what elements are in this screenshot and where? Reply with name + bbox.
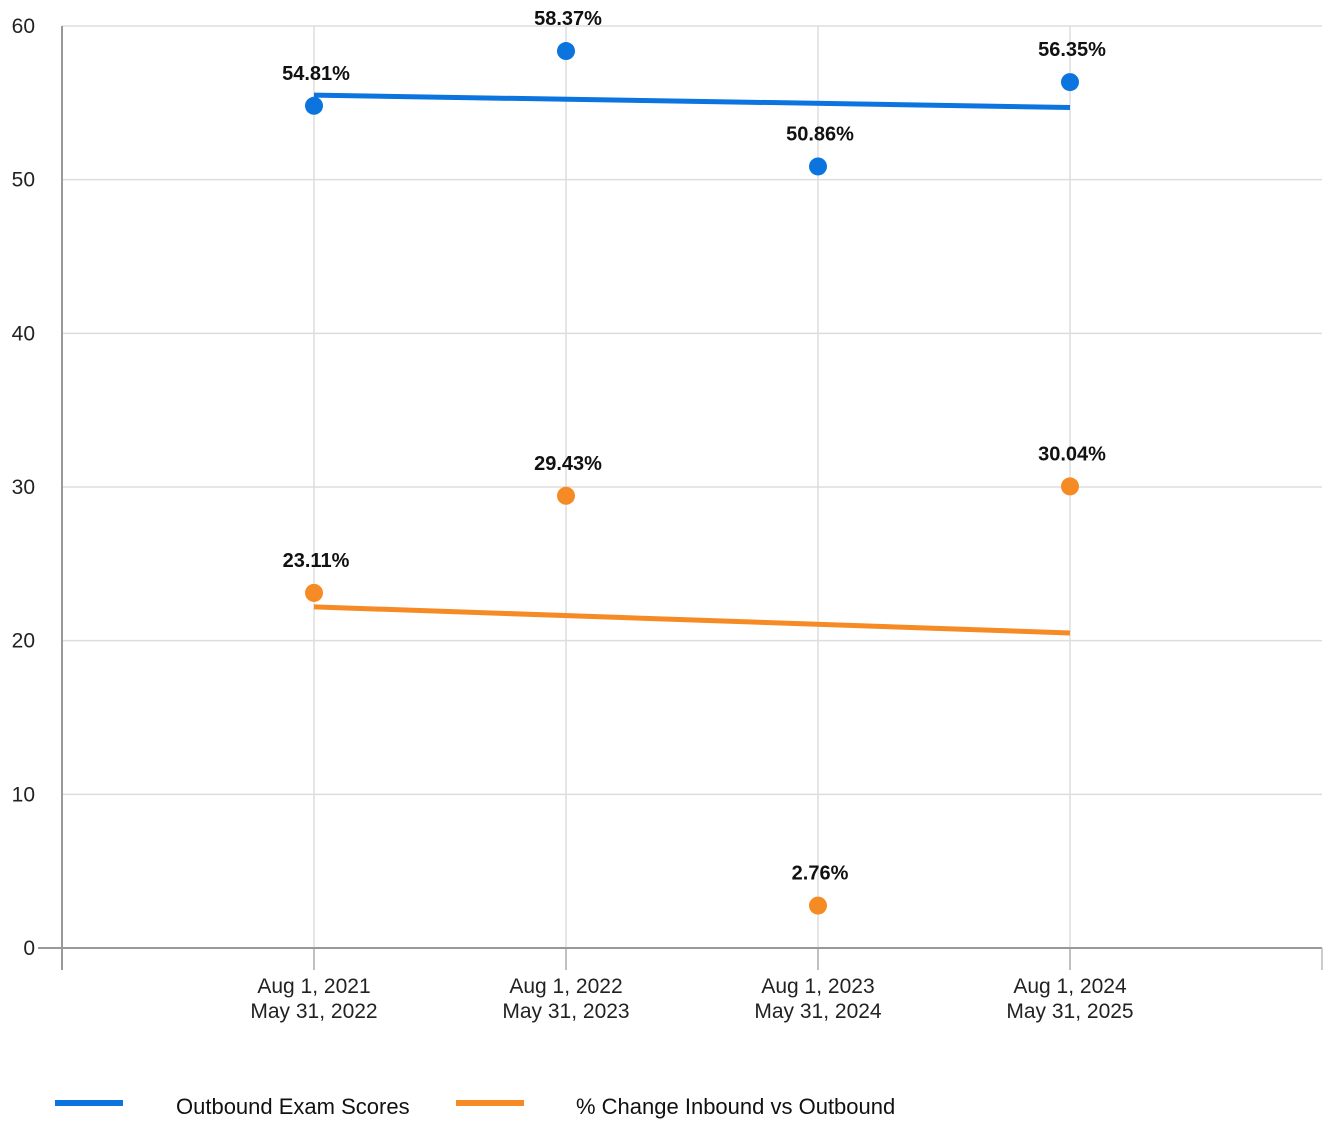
x-tick-label: May 31, 2022 [250, 1000, 377, 1023]
x-tick-label: May 31, 2024 [754, 1000, 882, 1023]
chart-axes [38, 26, 1323, 970]
data-point [557, 42, 575, 61]
data-point [1061, 73, 1079, 92]
x-tick-label: May 31, 2025 [1006, 1000, 1133, 1023]
legend: Outbound Exam Scores % Change Inbound vs … [55, 1094, 895, 1119]
legend-swatch [456, 1100, 524, 1106]
trendlines [313, 92, 1071, 636]
y-tick-label: 50 [12, 169, 35, 192]
data-label: 58.37% [534, 8, 602, 30]
data-label: 50.86% [786, 123, 854, 145]
x-tick-label: Aug 1, 2021 [257, 975, 370, 998]
data-labels: 54.81% 58.37% 50.86% 56.35% 23.11% 29.43% 2.76… [282, 8, 1106, 885]
data-label: 29.43% [534, 453, 602, 475]
x-tick-label: Aug 1, 2023 [761, 975, 874, 998]
data-point [557, 486, 575, 505]
y-tick-label: 60 [12, 15, 35, 38]
legend-swatch [55, 1100, 123, 1106]
data-points [305, 42, 1079, 915]
trendline-series-1 [313, 92, 1071, 110]
data-label: 30.04% [1038, 443, 1106, 465]
y-tick-label: 10 [12, 783, 35, 806]
trendline-series-2 [313, 604, 1071, 636]
data-point [809, 157, 827, 176]
data-point [305, 583, 323, 602]
y-tick-label: 40 [12, 322, 35, 345]
data-label: 56.35% [1038, 39, 1106, 61]
data-label: 23.11% [283, 550, 350, 572]
data-label: 2.76% [792, 863, 849, 885]
legend-label: % Change Inbound vs Outbound [576, 1094, 895, 1119]
x-tick-label: May 31, 2023 [502, 1000, 629, 1023]
chart-grid [62, 25, 1322, 948]
data-point [809, 896, 827, 915]
y-tick-label: 20 [12, 630, 35, 653]
y-tick-label: 30 [12, 476, 35, 499]
y-tick-label: 0 [23, 937, 35, 960]
x-tick-label: Aug 1, 2022 [509, 975, 622, 998]
data-point [305, 96, 323, 115]
data-label: 54.81% [282, 63, 350, 85]
x-tick-label: Aug 1, 2024 [1013, 975, 1127, 998]
legend-label: Outbound Exam Scores [176, 1094, 410, 1119]
data-point [1061, 477, 1079, 496]
